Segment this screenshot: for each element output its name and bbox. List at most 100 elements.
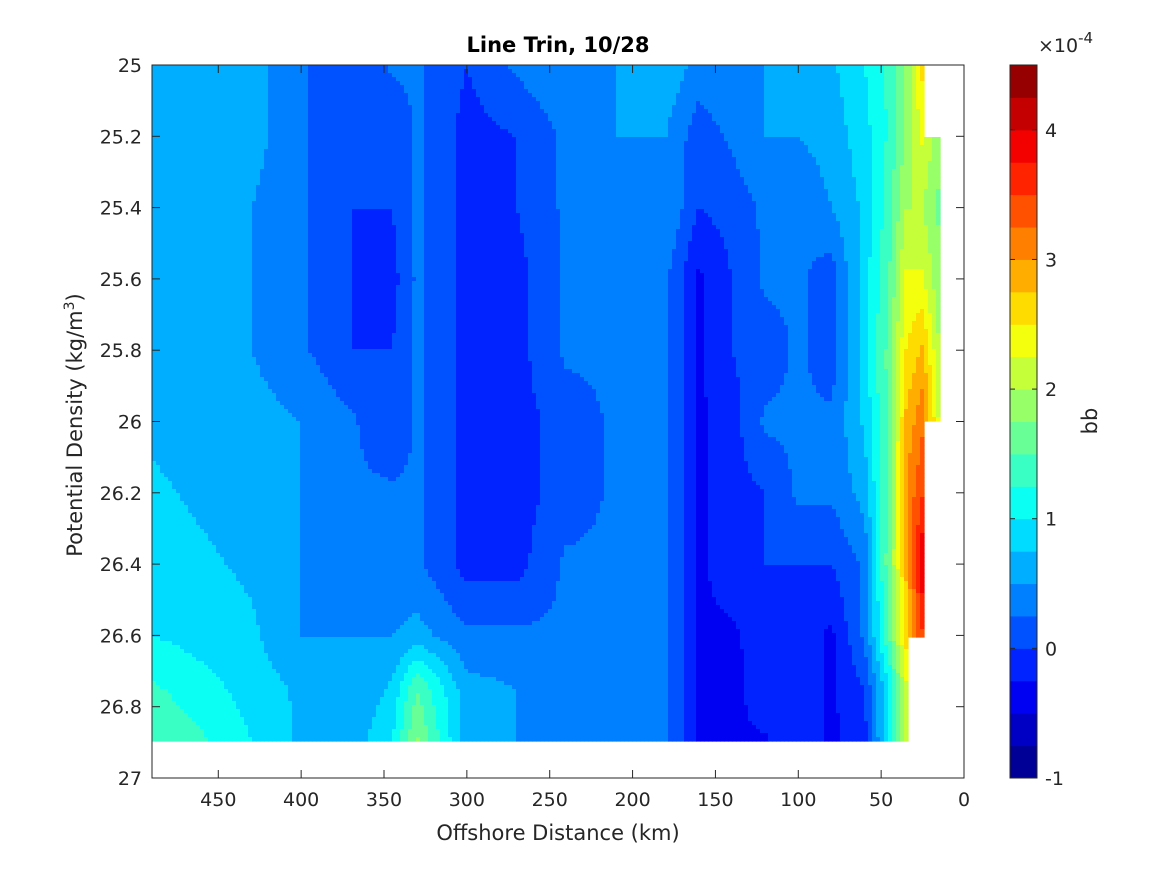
contour-cell: [596, 69, 601, 74]
contour-cell: [240, 81, 245, 86]
contour-cell: [628, 81, 633, 86]
contour-cell: [760, 65, 765, 70]
contour-cell: [784, 77, 789, 82]
contour-cell: [152, 81, 157, 86]
contour-cell: [768, 73, 773, 78]
contour-cell: [620, 73, 625, 78]
contour-cell: [168, 65, 173, 70]
contour-cell: [680, 69, 685, 74]
contour-cell: [516, 69, 521, 74]
contour-cell: [436, 65, 441, 70]
contour-cell: [520, 73, 525, 78]
contour-cell: [860, 65, 865, 70]
contour-cell: [176, 65, 181, 70]
contour-cell: [184, 73, 189, 78]
contour-cell: [548, 77, 553, 82]
contour-cell: [800, 77, 805, 82]
contour-cell: [804, 77, 809, 82]
contour-cell: [296, 77, 301, 82]
contour-cell: [372, 73, 377, 78]
contour-cell: [628, 85, 633, 90]
contour-cell: [920, 65, 925, 70]
contour-cell: [500, 85, 505, 90]
contour-cell: [900, 81, 905, 86]
contour-cell: [288, 73, 293, 78]
contour-cell: [200, 65, 205, 70]
contour-cell: [176, 81, 181, 86]
contour-cell: [824, 81, 829, 86]
contour-cell: [636, 73, 641, 78]
contour-cell: [276, 69, 281, 74]
contour-cell: [748, 81, 753, 86]
contour-cell: [204, 73, 209, 78]
contour-cell: [268, 69, 273, 74]
contour-cell: [740, 73, 745, 78]
contour-cell: [392, 77, 397, 82]
contour-cell: [848, 77, 853, 82]
contour-cell: [284, 85, 289, 90]
contour-cell: [316, 73, 321, 78]
contour-cell: [368, 85, 373, 90]
contour-cell: [460, 81, 465, 86]
contour-cell: [500, 73, 505, 78]
contour-cell: [156, 73, 161, 78]
contour-cell: [660, 81, 665, 86]
contour-cell: [756, 73, 761, 78]
contour-cell: [380, 85, 385, 90]
contour-cell: [488, 73, 493, 78]
contour-cell: [808, 65, 813, 70]
contour-cell: [780, 73, 785, 78]
contour-cell: [620, 81, 625, 86]
contour-cell: [256, 69, 261, 74]
contour-cell: [440, 69, 445, 74]
contour-cell: [592, 73, 597, 78]
contour-cell: [616, 85, 621, 90]
contour-cell: [156, 77, 161, 82]
contour-cell: [556, 81, 561, 86]
contour-cell: [468, 73, 473, 78]
contour-cell: [868, 81, 873, 86]
contour-cell: [160, 73, 165, 78]
contour-cell: [460, 85, 465, 90]
contour-cell: [232, 77, 237, 82]
contour-cell: [272, 69, 277, 74]
contour-cell: [440, 73, 445, 78]
contour-cell: [788, 81, 793, 86]
contour-cell: [200, 81, 205, 86]
contour-cell: [324, 65, 329, 70]
contour-cell: [280, 65, 285, 70]
contour-cell: [828, 73, 833, 78]
contour-cell: [388, 65, 393, 70]
contour-cell: [368, 65, 373, 70]
contour-cell: [568, 73, 573, 78]
contour-cell: [532, 85, 537, 90]
contour-cell: [708, 81, 713, 86]
contour-cell: [740, 81, 745, 86]
contour-cell: [376, 65, 381, 70]
contour-cell: [872, 77, 877, 82]
contour-cell: [532, 77, 537, 82]
contour-cell: [456, 65, 461, 70]
contour-cell: [332, 69, 337, 74]
contour-cell: [224, 85, 229, 90]
contour-cell: [400, 81, 405, 86]
contour-cell: [524, 85, 529, 90]
contour-cell: [760, 81, 765, 86]
contour-cell: [524, 81, 529, 86]
contour-cell: [432, 77, 437, 82]
contour-cell: [860, 81, 865, 86]
contour-cell: [184, 69, 189, 74]
contour-cell: [392, 81, 397, 86]
contour-cell: [636, 69, 641, 74]
contour-cell: [216, 81, 221, 86]
contour-cell: [448, 65, 453, 70]
contour-cell: [760, 69, 765, 74]
contour-cell: [328, 65, 333, 70]
contour-cell: [340, 65, 345, 70]
contour-cell: [340, 69, 345, 74]
contour-cell: [416, 65, 421, 70]
contour-cell: [472, 65, 477, 70]
contour-cell: [404, 77, 409, 82]
contour-cell: [400, 65, 405, 70]
contour-cell: [444, 69, 449, 74]
